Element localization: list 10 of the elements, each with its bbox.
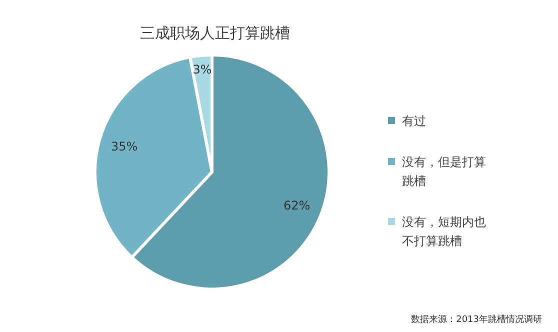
- source-note: 数据来源：2013年跳槽情况调研: [411, 314, 542, 325]
- data-label: 35%: [111, 140, 138, 154]
- legend-label: 没有，短期内也不打算跳槽: [402, 215, 486, 248]
- legend-label: 没有，但是打算跳槽: [402, 155, 486, 188]
- pie-slice: [188, 54, 214, 174]
- chart-title: 三成职场人正打算跳槽: [140, 24, 290, 42]
- data-label: 62%: [284, 198, 310, 213]
- data-label: 3%: [192, 62, 212, 76]
- legend-label: 有过: [402, 114, 426, 128]
- pie-slice: [94, 56, 214, 259]
